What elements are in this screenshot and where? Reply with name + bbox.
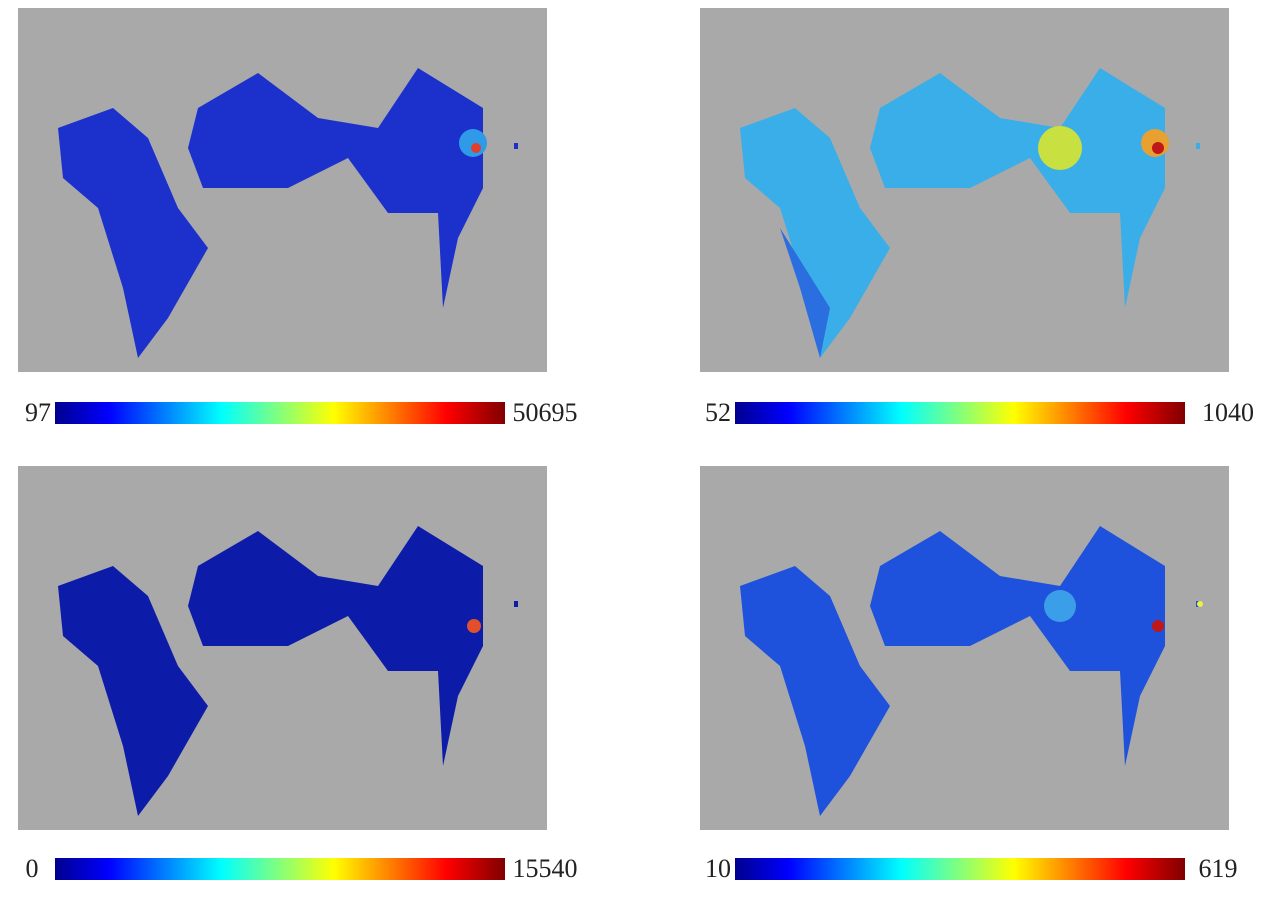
panel <box>700 466 1229 830</box>
hotspot <box>467 619 481 633</box>
map-region <box>780 228 830 358</box>
colorbar-max: 619 <box>1199 854 1238 883</box>
panel <box>18 466 547 830</box>
colorbar-min: 0 <box>26 854 39 883</box>
hotspot <box>1197 601 1203 607</box>
hotspot <box>471 143 481 153</box>
colorbar <box>735 858 1185 880</box>
hotspot <box>1038 126 1082 170</box>
panel <box>700 8 1229 372</box>
hotspot <box>1044 590 1076 622</box>
colorbar-min: 97 <box>25 398 51 427</box>
hotspot <box>459 129 487 157</box>
colorbar <box>735 402 1185 424</box>
colorbar-max: 50695 <box>513 398 578 427</box>
colorbar <box>55 858 505 880</box>
hotspot <box>1152 620 1164 632</box>
colorbar-max: 15540 <box>513 854 578 883</box>
colorbar-min: 52 <box>705 398 731 427</box>
colorbar-min: 10 <box>705 854 731 883</box>
panel <box>18 8 547 372</box>
colorbar-max: 1040 <box>1202 398 1254 427</box>
hotspot <box>1152 142 1164 154</box>
colorbar <box>55 402 505 424</box>
